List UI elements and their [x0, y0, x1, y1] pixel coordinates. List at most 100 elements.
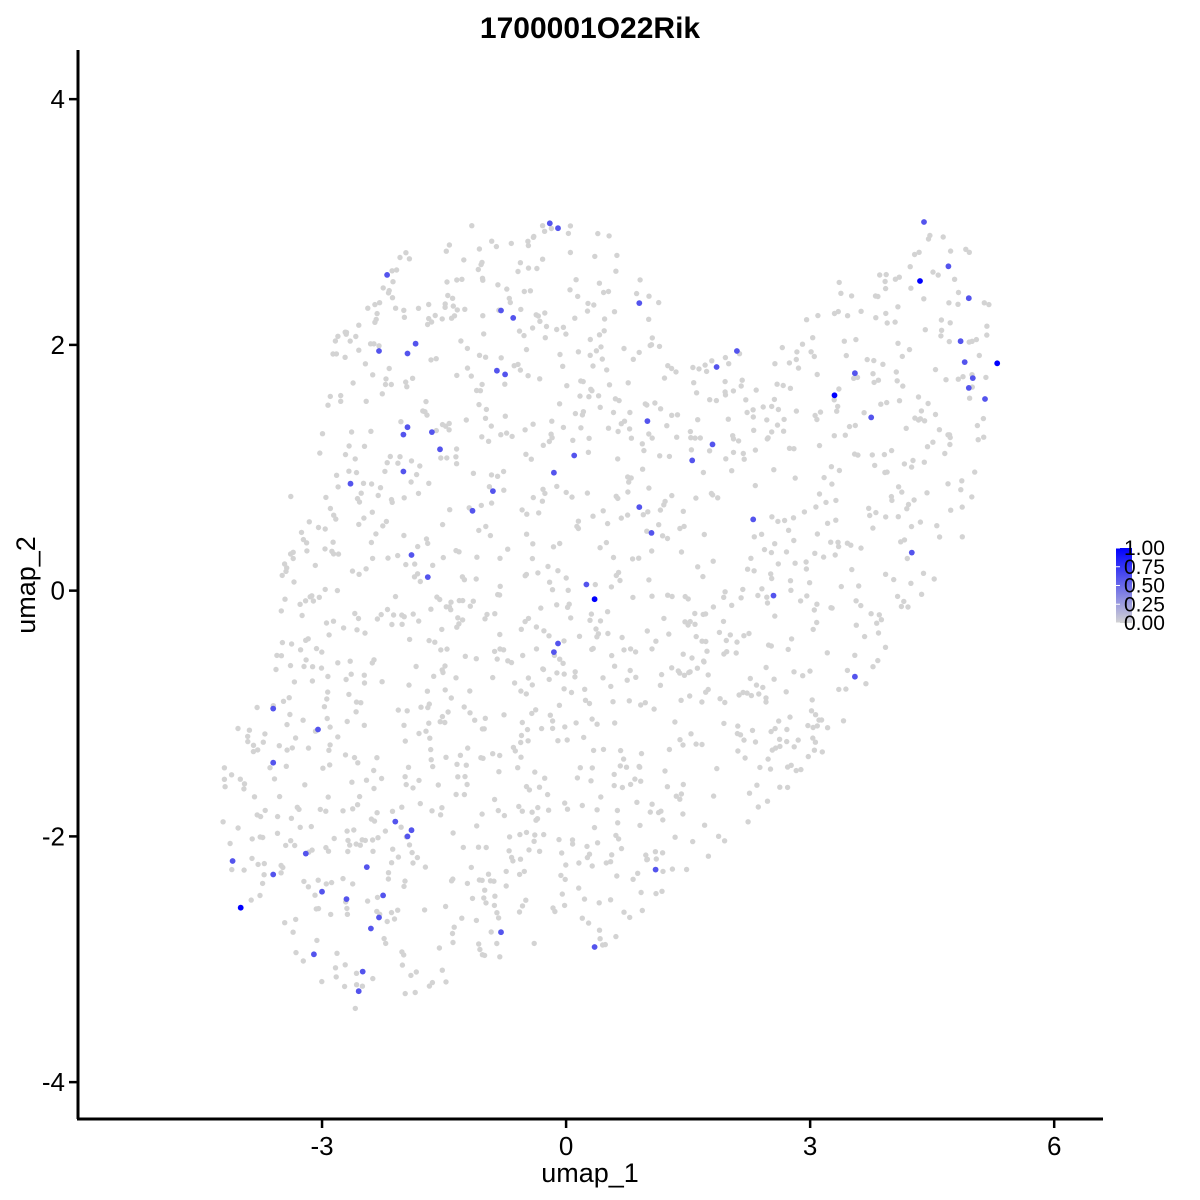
expressing-cell-point — [908, 549, 915, 556]
cell-point — [585, 300, 591, 307]
cell-point — [541, 228, 548, 234]
cell-point — [765, 756, 771, 762]
cell-point — [408, 458, 415, 464]
expressing-cell-point — [347, 480, 354, 487]
cell-point — [458, 338, 464, 344]
cell-point — [330, 351, 336, 357]
cell-point — [829, 605, 835, 611]
cell-point — [436, 945, 443, 951]
cell-point — [488, 929, 494, 935]
cell-point — [811, 353, 817, 360]
cell-point — [364, 898, 371, 904]
cell-point — [870, 525, 876, 531]
expressing-cell-point — [555, 225, 561, 232]
cell-point — [533, 817, 539, 823]
cell-point — [740, 586, 746, 593]
cell-point — [245, 738, 251, 745]
cell-point — [506, 848, 512, 854]
expressing-cell-point — [689, 457, 696, 464]
x-tick-label: 3 — [803, 1131, 817, 1161]
cell-point — [527, 288, 534, 294]
cell-point — [440, 554, 446, 561]
cell-point — [636, 349, 642, 356]
cell-point — [331, 835, 337, 842]
cell-point — [464, 880, 471, 887]
cell-point — [908, 464, 915, 470]
cell-point — [257, 834, 263, 840]
cell-point — [273, 666, 279, 673]
cell-point — [643, 852, 649, 858]
cell-point — [647, 809, 653, 815]
cell-point — [569, 837, 576, 843]
cell-point — [572, 674, 578, 680]
cell-point — [509, 433, 515, 440]
cell-point — [539, 498, 546, 504]
cell-point — [579, 802, 585, 809]
cell-point — [399, 621, 405, 627]
cell-point — [383, 940, 389, 947]
cell-point — [898, 603, 905, 610]
cell-point — [582, 686, 588, 692]
cell-point — [382, 828, 389, 834]
cell-point — [617, 763, 623, 769]
cell-point — [598, 794, 604, 800]
cell-point — [292, 735, 299, 741]
cell-point — [579, 915, 585, 921]
cell-point — [523, 571, 530, 578]
cell-point — [288, 641, 295, 647]
cell-point — [467, 603, 473, 609]
cell-point — [462, 773, 468, 780]
cell-point — [765, 642, 772, 648]
cell-point — [608, 683, 614, 690]
cell-point — [515, 765, 521, 771]
cell-point — [346, 691, 352, 698]
expressing-cell-point — [571, 452, 578, 459]
cell-point — [383, 518, 390, 525]
cell-point — [613, 933, 619, 940]
cell-point — [401, 722, 407, 728]
cell-point — [908, 285, 914, 291]
cell-point — [814, 601, 820, 607]
cell-point — [786, 360, 793, 366]
cell-point — [397, 454, 403, 460]
cell-point — [589, 765, 595, 771]
cell-point — [460, 844, 466, 851]
cell-point — [803, 566, 810, 572]
cell-point — [439, 967, 445, 973]
cell-point — [884, 399, 890, 406]
cell-point — [507, 299, 513, 306]
cell-point — [838, 290, 844, 296]
cell-point — [288, 493, 294, 500]
cell-point — [930, 439, 936, 445]
cell-point — [947, 320, 953, 326]
cell-point — [603, 539, 610, 546]
expressing-cell-point — [591, 944, 598, 950]
cell-point — [866, 505, 872, 511]
expressing-cell-point — [498, 307, 504, 314]
cell-point — [389, 808, 396, 814]
cell-point — [940, 234, 946, 240]
cell-point — [693, 741, 699, 747]
expressing-cell-point — [355, 988, 362, 995]
cell-point — [363, 777, 370, 783]
cell-point — [259, 880, 266, 887]
cell-point — [721, 838, 728, 844]
cell-point — [473, 576, 479, 582]
cell-point — [794, 349, 800, 355]
cell-point — [546, 438, 552, 445]
cell-point — [222, 784, 228, 790]
cell-point — [317, 450, 323, 456]
cell-point — [613, 572, 619, 579]
cell-point — [787, 714, 793, 720]
cell-point — [530, 421, 536, 427]
cell-point — [493, 243, 500, 250]
cell-point — [439, 316, 445, 322]
cell-point — [701, 822, 708, 828]
cell-point — [689, 655, 695, 661]
cell-point — [580, 378, 586, 385]
expressing-cell-point — [750, 516, 757, 523]
cell-point — [853, 622, 859, 628]
cell-point — [302, 598, 309, 604]
expressing-cell-point — [404, 833, 411, 840]
cell-point — [490, 674, 496, 681]
